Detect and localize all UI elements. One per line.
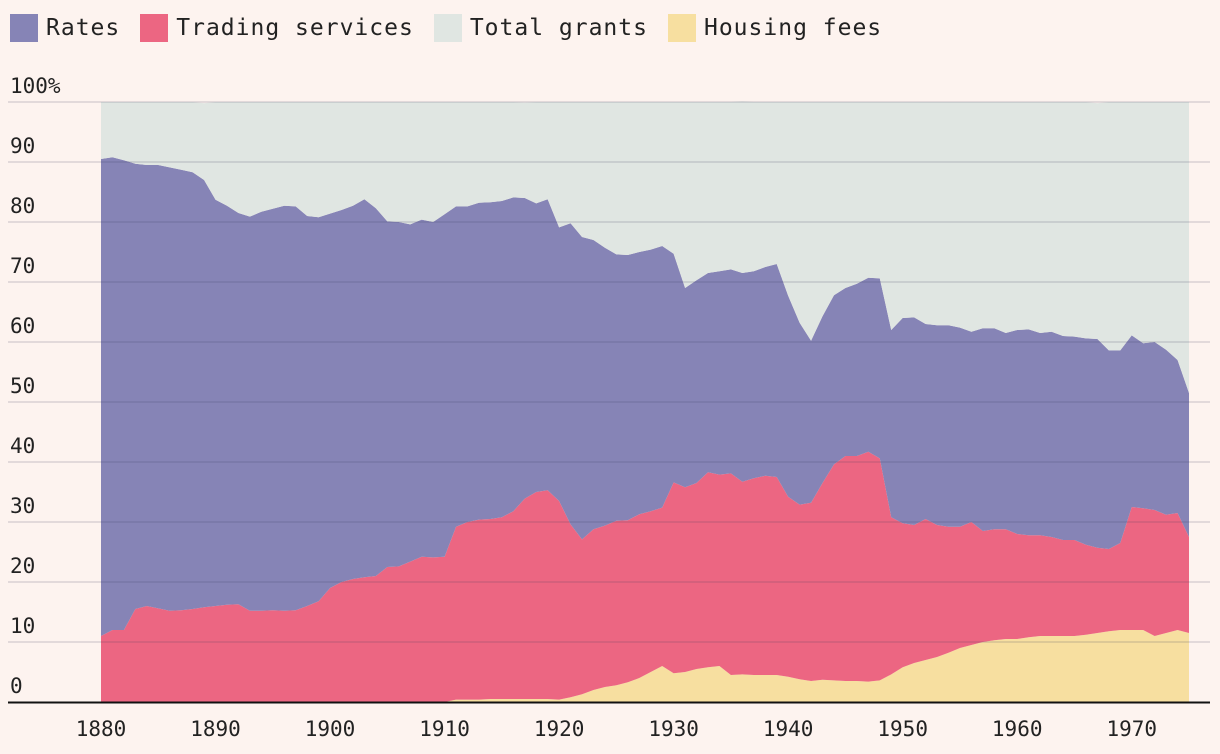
x-tick-label: 1960	[992, 717, 1043, 741]
legend-label-housing-fees: Housing fees	[703, 15, 883, 41]
x-tick-label: 1930	[648, 717, 699, 741]
chart-legend: Rates Trading services Total grants Hous…	[10, 14, 902, 42]
x-tick-label: 1920	[534, 717, 585, 741]
legend-swatch-housing-fees	[667, 14, 696, 42]
legend-item-trading-services: Trading services	[140, 14, 414, 42]
legend-item-total-grants: Total grants	[433, 14, 648, 42]
x-tick-label: 1940	[763, 717, 814, 741]
x-tick-label: 1880	[76, 717, 127, 741]
legend-item-rates: Rates	[10, 14, 120, 42]
y-tick-label: 80	[10, 194, 35, 218]
legend-item-housing-fees: Housing fees	[667, 14, 883, 42]
x-tick-label: 1950	[877, 717, 928, 741]
legend-swatch-rates	[10, 14, 38, 42]
x-tick-label: 1910	[419, 717, 470, 741]
y-tick-label: 10	[10, 614, 35, 638]
legend-swatch-trading-services	[140, 14, 169, 42]
y-tick-label: 40	[10, 434, 35, 458]
y-tick-label: 30	[10, 494, 35, 518]
x-tick-label: 1900	[305, 717, 356, 741]
area-series-trading-services	[101, 451, 1189, 702]
y-tick-label: 70	[10, 254, 35, 278]
y-tick-label: 20	[10, 554, 35, 578]
legend-swatch-total-grants	[433, 14, 462, 42]
y-tick-label: 90	[10, 134, 35, 158]
area-series-housing-fees	[101, 630, 1189, 702]
legend-label-rates: Rates	[46, 15, 121, 41]
y-tick-label: 0	[10, 674, 23, 698]
x-tick-label: 1970	[1106, 717, 1157, 741]
y-tick-label: 100%	[10, 74, 61, 98]
y-tick-label: 60	[10, 314, 35, 338]
y-tick-label: 50	[10, 374, 35, 398]
legend-label-trading-services: Trading services	[176, 15, 414, 41]
legend-label-total-grants: Total grants	[469, 15, 648, 41]
area-series-total-grants	[101, 101, 1189, 394]
area-series-rates	[101, 157, 1189, 636]
x-tick-label: 1890	[190, 717, 241, 741]
